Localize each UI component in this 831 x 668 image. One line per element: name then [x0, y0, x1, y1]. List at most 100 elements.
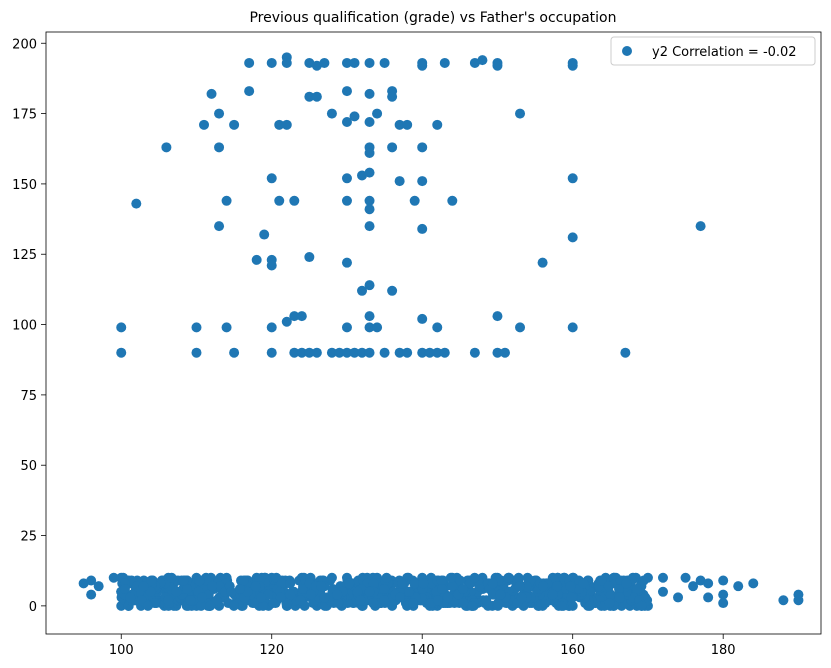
y-tick-label: 50	[20, 459, 37, 474]
scatter-point	[178, 575, 189, 586]
scatter-point	[305, 589, 316, 600]
scatter-point	[93, 581, 104, 592]
scatter-point	[326, 347, 337, 358]
scatter-point	[250, 581, 261, 592]
scatter-point	[289, 347, 300, 358]
scatter-point	[341, 322, 352, 333]
scatter-point	[387, 285, 398, 296]
scatter-point	[207, 581, 218, 592]
scatter-point	[304, 347, 315, 358]
scatter-point	[311, 91, 322, 102]
scatter-point	[614, 592, 625, 603]
scatter-point	[311, 60, 322, 71]
scatter-point	[357, 170, 368, 181]
scatter-point	[268, 598, 279, 609]
scatter-point	[258, 600, 269, 611]
scatter-point	[499, 347, 510, 358]
scatter-point	[439, 57, 450, 68]
scatter-point	[673, 592, 684, 603]
scatter-point	[275, 592, 286, 603]
scatter-point	[513, 572, 524, 583]
scatter-point	[552, 581, 563, 592]
scatter-point	[493, 598, 504, 609]
scatter-point	[341, 86, 352, 97]
scatter-point	[487, 578, 498, 589]
scatter-point	[244, 57, 255, 68]
scatter-point	[447, 195, 458, 206]
scatter-point	[515, 322, 526, 333]
scatter-point	[379, 595, 390, 606]
scatter-point	[349, 57, 360, 68]
scatter-point	[274, 195, 285, 206]
legend-marker	[622, 46, 632, 56]
scatter-point	[488, 589, 499, 600]
scatter-point	[116, 347, 127, 358]
scatter-point	[394, 347, 405, 358]
scatter-point	[86, 575, 97, 586]
scatter-point	[244, 86, 255, 97]
scatter-point	[636, 600, 647, 611]
scatter-point	[319, 57, 330, 68]
scatter-point	[394, 119, 405, 130]
scatter-point	[344, 578, 355, 589]
scatter-point	[657, 572, 668, 583]
scatter-point	[319, 592, 330, 603]
scatter-point	[316, 581, 327, 592]
scatter-point	[297, 583, 308, 594]
scatter-point	[229, 119, 240, 130]
scatter-point	[108, 572, 119, 583]
y-tick-label: 125	[12, 248, 37, 263]
scatter-point	[604, 598, 615, 609]
scatter-point	[620, 347, 631, 358]
legend-label: y2 Correlation = -0.02	[652, 45, 797, 60]
scatter-point	[718, 575, 729, 586]
scatter-point	[417, 347, 428, 358]
y-tick-label: 100	[12, 319, 37, 334]
x-tick-label: 160	[560, 643, 585, 658]
scatter-point	[364, 117, 375, 128]
scatter-point	[119, 583, 130, 594]
scatter-point	[718, 589, 729, 600]
y-tick-label: 200	[12, 37, 37, 52]
scatter-point	[266, 173, 277, 184]
scatter-point	[567, 322, 578, 333]
scatter-point	[125, 592, 136, 603]
scatter-point	[733, 581, 744, 592]
scatter-point	[395, 592, 406, 603]
scatter-point	[418, 578, 429, 589]
scatter-point	[289, 195, 300, 206]
scatter-point	[197, 592, 208, 603]
scatter-point	[364, 221, 375, 232]
axes-layer: 100 120 140 160 180 0 25 50 75 100 125 150 175 200	[12, 31, 822, 658]
scatter-point	[214, 108, 225, 119]
scatter-point	[432, 595, 443, 606]
y-tick-label: 175	[12, 108, 37, 123]
scatter-point	[326, 108, 337, 119]
scatter-point	[492, 311, 503, 322]
scatter-point	[357, 285, 368, 296]
scatter-point	[567, 173, 578, 184]
x-tick-label: 180	[711, 643, 736, 658]
scatter-point	[226, 586, 237, 597]
scatter-point	[163, 595, 174, 606]
scatter-point	[436, 575, 447, 586]
scatter-point	[266, 322, 277, 333]
scatter-point	[289, 311, 300, 322]
scatter-point	[86, 589, 97, 600]
scatter-point	[364, 88, 375, 99]
scatter-point	[394, 176, 405, 187]
scatter-point	[364, 167, 375, 178]
x-tick-label: 120	[259, 643, 284, 658]
scatter-point	[447, 581, 458, 592]
scatter-point	[234, 583, 245, 594]
scatter-point	[364, 195, 375, 206]
scatter-point	[718, 598, 729, 609]
scatter-point	[191, 322, 202, 333]
scatter-point	[578, 578, 589, 589]
scatter-point	[221, 322, 232, 333]
scatter-point	[238, 575, 249, 586]
scatter-point	[161, 142, 172, 153]
scatter-point	[793, 595, 804, 606]
scatter-point	[364, 280, 375, 291]
